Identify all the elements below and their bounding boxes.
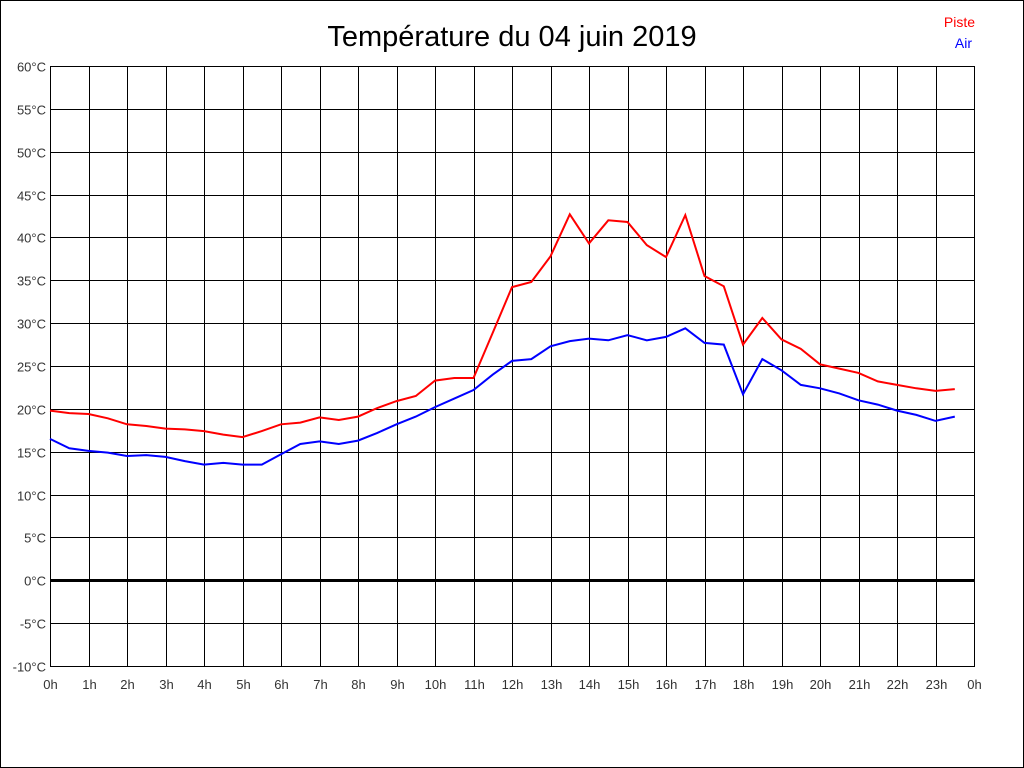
y-tick-label: 0°C xyxy=(24,574,46,589)
axis-ticks: 0h 1h 2h 3h 4h 5h 6h 7h 8h 9h 10h 11h 12h 13h 14h 15h 16… xyxy=(13,60,982,693)
legend-piste: Piste xyxy=(944,14,975,30)
x-tick-label: 0h xyxy=(43,677,57,692)
x-tick-label: 6h xyxy=(274,677,288,692)
y-tick-label: -5°C xyxy=(20,617,46,632)
y-tick-label: 10°C xyxy=(17,489,46,504)
y-tick-label: -10°C xyxy=(13,660,46,675)
x-tick-label: 5h xyxy=(236,677,250,692)
series-line-piste xyxy=(49,212,955,439)
x-tick-label: 1h xyxy=(82,677,96,692)
y-tick-label: 25°C xyxy=(17,360,46,375)
x-tick-label: 11h xyxy=(464,677,485,692)
y-tick-label: 30°C xyxy=(17,317,46,332)
y-tick-label: 35°C xyxy=(17,274,46,289)
x-tick-label: 22h xyxy=(887,677,909,692)
x-tick-label: 15h xyxy=(618,677,640,692)
x-tick-label: 8h xyxy=(351,677,365,692)
x-tick-label: 7h xyxy=(313,677,327,692)
series-lines xyxy=(49,212,956,466)
x-tick-label: 9h xyxy=(390,677,404,692)
x-tick-label: 4h xyxy=(197,677,211,692)
series-line-air xyxy=(49,327,956,466)
y-tick-label: 50°C xyxy=(17,146,46,161)
y-tick-label: 45°C xyxy=(17,189,46,204)
x-tick-label: 20h xyxy=(810,677,832,692)
x-tick-label: 14h xyxy=(579,677,601,692)
legend-air: Air xyxy=(955,35,972,51)
chart-title: Température du 04 juin 2019 xyxy=(327,21,696,53)
y-tick-label: 15°C xyxy=(17,446,46,461)
x-tick-label: 0h xyxy=(967,677,981,692)
x-tick-label: 2h xyxy=(120,677,134,692)
plot-frame xyxy=(50,66,975,667)
x-tick-label: 18h xyxy=(733,677,755,692)
x-tick-label: 13h xyxy=(541,677,563,692)
y-tick-label: 40°C xyxy=(17,231,46,246)
x-tick-label: 23h xyxy=(926,677,948,692)
y-tick-label: 55°C xyxy=(17,103,46,118)
x-tick-label: 12h xyxy=(502,677,524,692)
y-tick-label: 20°C xyxy=(17,403,46,418)
x-tick-label: 3h xyxy=(159,677,173,692)
y-tick-label: 60°C xyxy=(17,60,46,75)
x-tick-label: 19h xyxy=(772,677,794,692)
x-tick-label: 17h xyxy=(695,677,717,692)
x-tick-label: 10h xyxy=(425,677,447,692)
x-tick-label: 21h xyxy=(849,677,871,692)
x-tick-label: 16h xyxy=(656,677,678,692)
y-tick-label: 5°C xyxy=(24,531,46,546)
grid xyxy=(50,66,975,667)
